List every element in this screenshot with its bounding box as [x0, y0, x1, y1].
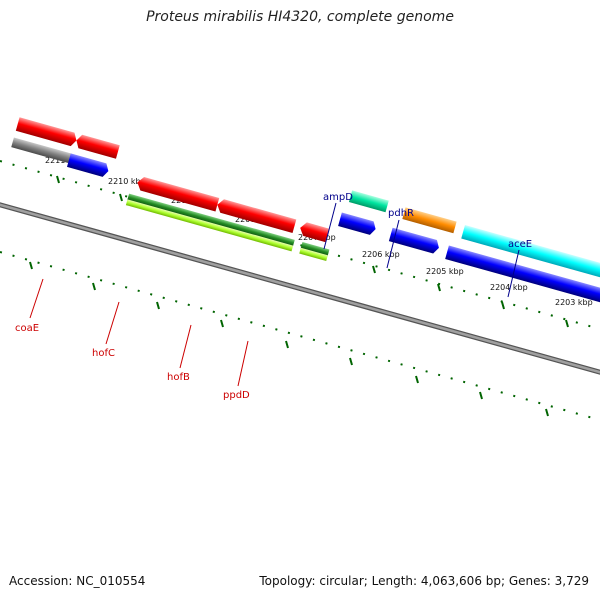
scale-label: 2205 kbp [426, 267, 464, 276]
genome-summary-text: Topology: circular; Length: 4,063,606 bp… [259, 574, 589, 588]
tick-2211 [56, 175, 60, 184]
tick-2203 [565, 319, 569, 328]
backbone [0, 202, 600, 375]
gene-feature-coaE [66, 153, 109, 177]
gene-feature-pdhR [402, 207, 457, 234]
gene-label-pdhR: pdhR [388, 208, 414, 219]
gene-labels-bottom: coaE hofC hofB ppdD [15, 323, 250, 401]
gene-feature [445, 245, 600, 306]
gene-feature [76, 134, 120, 159]
gene-feature [15, 117, 77, 147]
gene-label-ppdD: ppdD [223, 390, 250, 401]
gene-feature-aceE [461, 225, 600, 290]
feature-track-lower [11, 137, 330, 262]
tick-2210 [119, 193, 123, 202]
scale-label: 2204 kbp [490, 283, 528, 292]
gene-labels-top: ampD pdhR aceE [323, 192, 532, 250]
gene-label-ampD: ampD [323, 192, 353, 203]
gene-feature [125, 199, 294, 252]
tick-2205 [437, 283, 441, 292]
feature-track-upper [15, 117, 600, 306]
gene-label-aceE: aceE [508, 239, 532, 250]
gene-feature [217, 199, 297, 233]
tick-2206 [372, 265, 376, 274]
gene-feature [300, 241, 330, 257]
gene-label-coaE: coaE [15, 323, 39, 334]
inner-scale-track [0, 251, 600, 421]
gene-feature [300, 222, 330, 243]
gene-label-hofC: hofC [92, 348, 115, 359]
gene-feature [388, 227, 439, 254]
scale-label: 2206 kbp [362, 250, 400, 259]
tick-2204 [501, 301, 505, 310]
gene-feature [299, 247, 328, 262]
gene-feature-ampD [348, 190, 389, 213]
gene-feature [338, 212, 376, 235]
gene-label-hofB: hofB [167, 372, 190, 383]
accession-text: Accession: NC_010554 [9, 574, 146, 588]
map-title: Proteus mirabilis HI4320, complete genom… [146, 9, 454, 25]
gene-feature [137, 176, 220, 212]
scale-label: 2203 kbp [555, 298, 593, 307]
gene-feature [11, 137, 72, 164]
gene-feature [127, 193, 295, 247]
label-leaders [29, 202, 520, 387]
scale-label: 2210 kbp [108, 177, 146, 186]
